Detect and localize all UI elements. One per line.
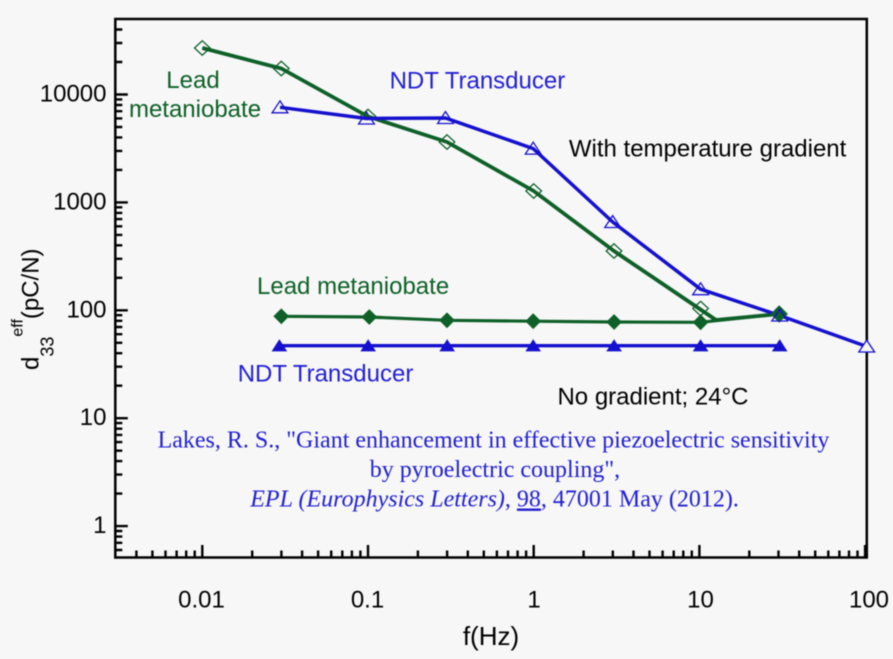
svg-text:10: 10 [687, 587, 714, 614]
svg-text:Lead metaniobate: Lead metaniobate [257, 273, 449, 300]
svg-text:10000: 10000 [40, 81, 107, 108]
svg-text:10: 10 [80, 404, 107, 431]
svg-text:NDT Transducer: NDT Transducer [238, 361, 414, 388]
svg-text:0.01: 0.01 [178, 587, 225, 614]
svg-text:No gradient; 24°C: No gradient; 24°C [557, 384, 748, 411]
svg-text:1: 1 [527, 587, 540, 614]
svg-text:0.1: 0.1 [351, 587, 384, 614]
svg-text:metaniobate: metaniobate [129, 96, 261, 123]
svg-text:1: 1 [93, 512, 106, 539]
svg-text:100: 100 [66, 296, 106, 323]
svg-text:f(Hz): f(Hz) [463, 621, 519, 651]
svg-text:NDT Transducer: NDT Transducer [390, 68, 566, 95]
svg-text:Lakes, R. S., "Giant enhanceme: Lakes, R. S., "Giant enhancement in effe… [158, 428, 830, 454]
svg-text:Lead: Lead [166, 67, 219, 94]
svg-text:d33eff(pC/N): d33eff(pC/N) [10, 248, 58, 370]
svg-text:by pyroelectric coupling",: by pyroelectric coupling", [370, 457, 620, 483]
svg-text:With temperature gradient: With temperature gradient [569, 136, 847, 163]
svg-text:EPL (Europhysics Letters), 98,: EPL (Europhysics Letters), 98, 47001 May… [249, 487, 739, 513]
svg-text:1000: 1000 [53, 188, 106, 215]
svg-text:100: 100 [849, 587, 889, 614]
